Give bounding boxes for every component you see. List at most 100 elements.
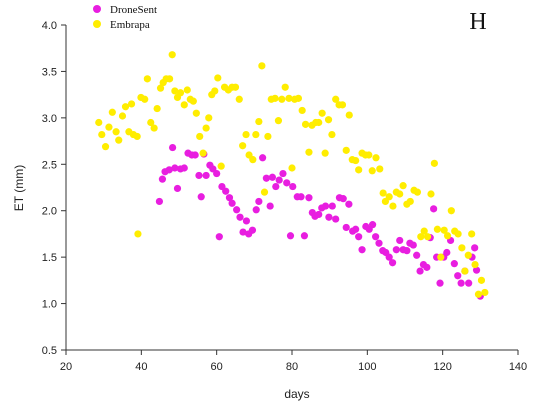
data-point <box>430 205 438 213</box>
legend: DroneSent Embrapa <box>93 4 157 31</box>
data-point <box>392 246 400 254</box>
x-tick-label: 60 <box>211 361 223 373</box>
data-point <box>213 169 221 178</box>
data-point <box>278 95 286 103</box>
data-point <box>352 225 360 233</box>
data-point <box>338 101 347 109</box>
x-tick-label: 20 <box>60 361 72 373</box>
data-point <box>328 202 336 210</box>
data-point <box>199 149 207 157</box>
data-point <box>242 217 251 225</box>
data-point <box>196 132 204 141</box>
data-point <box>318 109 326 117</box>
data-point <box>286 232 295 240</box>
y-tick-label: 1.5 <box>42 252 57 264</box>
data-point <box>417 233 425 241</box>
data-point <box>158 175 167 183</box>
legend-label: Embrapa <box>110 19 150 31</box>
data-point <box>222 187 230 195</box>
data-point <box>403 247 411 255</box>
data-point <box>305 148 313 156</box>
data-point <box>118 112 127 120</box>
data-point <box>255 197 263 206</box>
data-point <box>279 169 287 178</box>
legend-marker <box>93 20 101 28</box>
data-point <box>372 154 380 162</box>
data-point <box>228 199 236 207</box>
data-point <box>298 106 306 115</box>
y-tick-label: 3.5 <box>42 66 57 78</box>
data-point <box>332 95 340 103</box>
data-point <box>472 266 481 274</box>
data-point <box>427 190 435 198</box>
data-point <box>252 130 260 139</box>
data-point <box>95 118 103 127</box>
data-point <box>272 182 280 191</box>
data-point <box>416 267 424 275</box>
data-point <box>249 156 257 164</box>
data-point <box>248 226 257 234</box>
plot-area <box>95 51 489 300</box>
data-point <box>171 87 179 95</box>
data-point <box>474 290 483 298</box>
data-point <box>396 236 404 245</box>
legend-label: DroneSent <box>110 4 157 16</box>
data-point <box>192 109 200 117</box>
data-point <box>396 190 404 198</box>
data-point <box>443 248 451 257</box>
data-point <box>409 241 417 249</box>
data-point <box>454 230 462 238</box>
data-point <box>424 233 432 241</box>
data-point <box>191 151 199 159</box>
data-point <box>168 51 176 59</box>
data-point <box>189 97 197 105</box>
data-point <box>155 197 164 206</box>
data-point <box>205 114 213 122</box>
data-point <box>406 197 414 206</box>
data-point <box>285 94 293 102</box>
panel-label: H <box>469 9 486 35</box>
data-point <box>430 159 438 167</box>
data-point <box>281 83 289 91</box>
y-tick-label: 2.5 <box>42 159 57 171</box>
x-tick-label: 140 <box>509 361 527 373</box>
data-point <box>134 230 142 238</box>
data-point <box>465 279 473 287</box>
data-point <box>464 251 472 259</box>
y-tick-label: 1.0 <box>42 299 57 311</box>
data-point <box>450 260 458 268</box>
data-point <box>355 166 363 174</box>
data-point <box>471 260 479 269</box>
data-point <box>121 103 130 111</box>
data-point <box>321 149 329 157</box>
ticks: 20 40 60 80 100 120 140 0.5 1.0 1.5 2.0 2.5 3.0 3.5 4.… <box>42 20 527 373</box>
data-point <box>197 193 205 201</box>
data-point <box>259 154 267 162</box>
data-point <box>262 174 270 182</box>
data-point <box>420 227 428 235</box>
data-point <box>477 276 486 284</box>
data-point <box>239 228 247 236</box>
data-point <box>388 259 397 267</box>
data-point <box>423 263 431 271</box>
data-point <box>342 223 350 232</box>
y-axis-title: ET (mm) <box>12 165 26 211</box>
data-point <box>105 123 113 131</box>
x-tick-label: 120 <box>433 361 451 373</box>
data-point <box>345 111 353 119</box>
data-point <box>215 233 223 241</box>
data-point <box>171 164 179 172</box>
data-point <box>375 239 383 247</box>
data-point <box>202 171 210 180</box>
data-point <box>115 136 123 144</box>
data-point <box>399 182 407 190</box>
y-tick-label: 2.0 <box>42 206 57 218</box>
data-point <box>173 184 182 193</box>
data-point <box>413 251 421 259</box>
data-point <box>127 100 136 108</box>
y-tick-label: 3.0 <box>42 113 57 125</box>
data-point <box>180 101 188 109</box>
data-point <box>176 89 185 97</box>
x-tick-label: 100 <box>358 361 376 373</box>
